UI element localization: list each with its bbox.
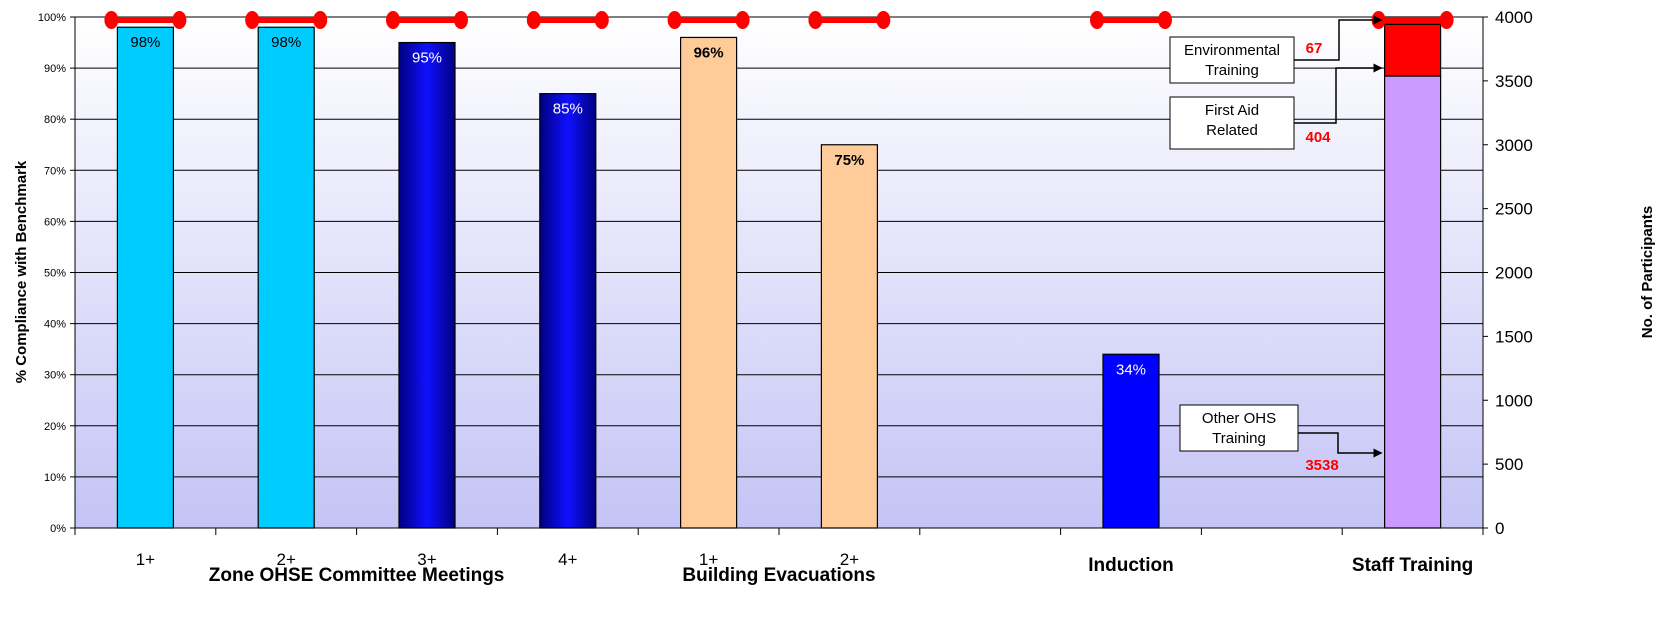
y2-tick-label: 4000 [1495, 8, 1533, 27]
y-tick-label: 40% [44, 319, 66, 331]
bar-value-label: 34% [1116, 361, 1146, 378]
callout-arrow [1294, 15, 1383, 61]
y-tick-label: 50% [44, 268, 66, 280]
y-tick-label: 100% [38, 12, 66, 24]
compliance-bar [820, 144, 879, 529]
left-axis-ticks: 0% 10% 20% 30% 40% 50% 60% 70% 80% 90% 100% [38, 12, 75, 535]
group-label: Induction [1088, 555, 1173, 576]
y2-tick-label: 500 [1495, 455, 1523, 474]
y2-tick-label: 1500 [1495, 327, 1533, 346]
callout-box [1169, 96, 1295, 150]
y-tick-label: 20% [44, 421, 66, 433]
compliance-bar [398, 41, 456, 529]
compliance-bar [1102, 353, 1160, 529]
compliance-bar [679, 36, 738, 529]
right-axis-ticks: 0 500 1000 1500 2000 2500 3000 3500 4000 [1483, 8, 1533, 538]
bar-value-label: 98% [271, 34, 301, 51]
x-tick-label: 3+ [417, 550, 436, 569]
group-label: Building Evacuations [682, 565, 875, 586]
y-tick-label: 30% [44, 370, 66, 382]
benchmark-marker [1439, 11, 1454, 29]
benchmark-marker [808, 11, 823, 29]
x-tick-label: 4+ [558, 550, 577, 569]
participants-stack [1383, 16, 1442, 529]
group-label: Zone OHSE Committee Meetings [209, 565, 505, 586]
y2-tick-label: 3500 [1495, 72, 1533, 91]
y-tick-label: 10% [44, 472, 66, 484]
benchmark-marker [454, 11, 468, 29]
callout-label-line: Environmental [1184, 42, 1280, 59]
benchmark-marker [1158, 11, 1172, 29]
y-tick-label: 0% [50, 523, 66, 535]
x-tick-label: 2+ [277, 550, 296, 569]
compliance-bar [116, 26, 175, 529]
bar-value-label: 85% [553, 101, 583, 118]
bar-value-label: 95% [412, 50, 442, 67]
y2-tick-label: 3000 [1495, 136, 1533, 155]
y-axis-title: % Compliance with Benchmark [13, 160, 30, 383]
bar-value-labels: 98% 98% 95% 85% 96% 75% 34% [130, 34, 1146, 378]
y-tick-label: 90% [44, 63, 66, 75]
benchmark-marker [594, 11, 609, 29]
callouts: Environmental Training 67 First Aid Related 4… [1169, 15, 1383, 474]
x-tick-label: 2+ [840, 550, 859, 569]
x-tick-label: 1+ [136, 550, 155, 569]
y2-tick-label: 0 [1495, 519, 1504, 538]
bar-value-label: 98% [130, 34, 160, 51]
callout-label-line: Training [1212, 430, 1266, 447]
group-label: Staff Training [1352, 555, 1473, 576]
y2-tick-label: 2000 [1495, 264, 1533, 283]
bar-value-label: 75% [834, 152, 864, 169]
callout-box [1179, 404, 1299, 452]
x-axis-labels: 1+ 2+ 3+ 4+ 1+ 2+Zone OHSE Committee Meetings… [136, 550, 1474, 586]
compliance-bar [539, 93, 597, 529]
benchmark-marker [667, 11, 682, 29]
callout-value: 404 [1305, 129, 1331, 146]
benchmark-marker [386, 11, 400, 29]
benchmark-marker [526, 11, 541, 29]
y2-tick-label: 2500 [1495, 200, 1533, 219]
callout-arrow [1294, 63, 1383, 124]
callout-box [1169, 36, 1295, 84]
benchmark-marker [1090, 11, 1104, 29]
y2-axis-title: No. of Participants [1639, 206, 1656, 339]
benchmark-marker [313, 11, 328, 29]
benchmark-marker [876, 11, 891, 29]
callout-label-line: First Aid [1205, 102, 1259, 119]
benchmark-marker [245, 11, 260, 29]
callout-value: 67 [1306, 40, 1323, 57]
participants-segment [1383, 23, 1442, 77]
callout-value: 3538 [1305, 457, 1338, 474]
callout-label-line: Other OHS [1202, 410, 1276, 427]
bar-value-label: 96% [694, 44, 724, 61]
compliance-bars [116, 26, 1160, 529]
benchmark-marker [104, 11, 119, 29]
x-tick-label: 1+ [699, 550, 718, 569]
benchmark-marker [172, 11, 187, 29]
y2-tick-label: 1000 [1495, 391, 1533, 410]
callout-label-line: Related [1206, 122, 1258, 139]
y-tick-label: 70% [44, 165, 66, 177]
benchmark-marker [735, 11, 750, 29]
participants-segment [1383, 75, 1442, 529]
compliance-bar [257, 26, 315, 529]
callout-label-line: Training [1205, 62, 1259, 79]
y-tick-label: 60% [44, 216, 66, 228]
y-tick-label: 80% [44, 114, 66, 126]
callout-arrow [1298, 432, 1383, 458]
